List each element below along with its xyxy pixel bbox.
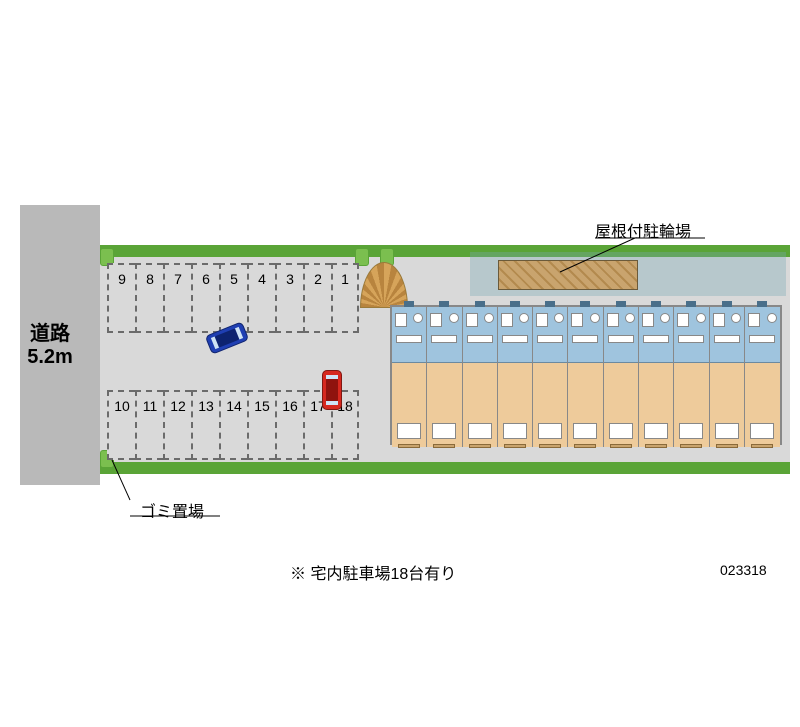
parking-lot: 3	[275, 263, 303, 333]
apartment-unit	[533, 307, 568, 447]
trash-label: ゴミ置場	[140, 498, 204, 522]
parking-lot: 13	[191, 390, 219, 460]
green-strip-bottom	[100, 462, 790, 474]
parking-lot: 10	[107, 390, 135, 460]
parking-lot: 12	[163, 390, 191, 460]
apartment-unit	[604, 307, 639, 447]
apartment-unit	[427, 307, 462, 447]
parking-lot: 11	[135, 390, 163, 460]
drawing-id: 023318	[720, 562, 767, 578]
apartment-unit	[639, 307, 674, 447]
bike-shed-label: 屋根付駐輪場	[595, 218, 691, 242]
parking-lot: 2	[303, 263, 331, 333]
apartment-unit	[745, 307, 780, 447]
parking-lot: 6	[191, 263, 219, 333]
road-label-line1: 道路	[8, 317, 92, 346]
parking-lot: 16	[275, 390, 303, 460]
parking-lot: 4	[247, 263, 275, 333]
parking-lot: 7	[163, 263, 191, 333]
apartment-unit	[710, 307, 745, 447]
parking-lot: 9	[107, 263, 135, 333]
footer-note: ※ 宅内駐車場18台有り	[290, 560, 456, 584]
site-plan-canvas: 道路 5.2m 987654321 101112131415161718 屋根付…	[0, 0, 800, 727]
parking-lot: 15	[247, 390, 275, 460]
apartment-unit	[392, 307, 427, 447]
apartment-unit	[498, 307, 533, 447]
parking-row-top: 987654321	[107, 263, 359, 333]
apartment-unit	[674, 307, 709, 447]
apartment-unit	[463, 307, 498, 447]
bike-shed-roof	[498, 260, 638, 290]
road-label: 道路 5.2m	[8, 317, 92, 369]
parking-lot: 1	[331, 263, 359, 333]
parking-lot: 8	[135, 263, 163, 333]
parking-lot: 5	[219, 263, 247, 333]
building	[390, 305, 782, 445]
apartment-unit	[568, 307, 603, 447]
road-label-line2: 5.2m	[8, 346, 92, 369]
red-car	[322, 370, 342, 410]
parking-lot: 14	[219, 390, 247, 460]
